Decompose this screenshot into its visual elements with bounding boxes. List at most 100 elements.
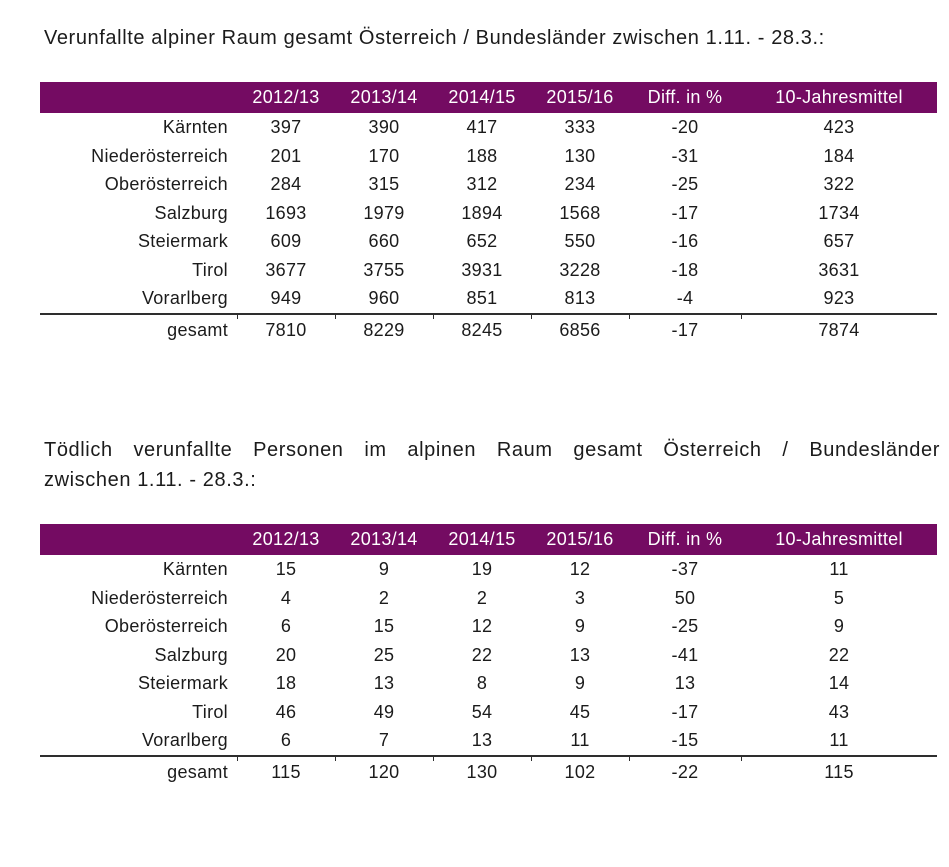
cell-value: 397 (270, 117, 302, 137)
cell-value: -4 (676, 288, 694, 308)
row-label: Oberösterreich (104, 174, 228, 194)
section2-title-line1: Tödlich verunfallte Personen im alpinen … (44, 439, 940, 461)
cell-value: 49 (373, 701, 395, 722)
cell-value: 5 (833, 587, 845, 608)
cell-value: 9 (378, 559, 390, 579)
cell-value: 20 (275, 644, 297, 665)
cell-value: 13 (674, 673, 696, 693)
cell-value: 813 (564, 288, 596, 308)
column-header: Diff. in % (647, 529, 723, 549)
cell-value: 6 (280, 616, 292, 636)
cell-value: 949 (270, 288, 302, 308)
cell-value: 115 (741, 756, 937, 788)
row-label: Salzburg (154, 644, 228, 665)
cell-value: 11 (570, 730, 590, 750)
row-label: gesamt (167, 761, 228, 782)
cell-value: 184 (823, 145, 855, 166)
cell-value: 390 (368, 117, 400, 137)
cell-value: 1693 (265, 202, 307, 223)
cell-value: 1734 (818, 202, 860, 223)
table-row: Kärnten 15 9 19 12 -37 11 (40, 555, 937, 584)
fatalities-table: 2012/13 2013/14 2014/15 2015/16 Diff. in… (40, 524, 937, 788)
cell-value: 609 (270, 231, 302, 251)
cell-value: -25 (671, 174, 699, 194)
column-header: 2014/15 (448, 529, 516, 549)
cell-value: 2 (476, 587, 488, 608)
cell-value: 312 (466, 174, 498, 194)
cell-value: 11 (829, 559, 849, 579)
row-label: Tirol (192, 701, 228, 722)
section2-title: Tödlich verunfallte Personen im alpinen … (44, 435, 940, 495)
cell-value: -22 (629, 756, 741, 788)
table-row: Salzburg 1693 1979 1894 1568 -17 1734 (40, 199, 937, 228)
cell-value: 54 (471, 701, 493, 722)
cell-value: 960 (368, 288, 400, 308)
cell-value: -41 (671, 644, 699, 665)
table-row: Vorarlberg 949 960 851 813 -4 923 (40, 284, 937, 313)
column-header: 2013/14 (350, 529, 418, 549)
table-header-row: 2012/13 2013/14 2014/15 2015/16 Diff. in… (40, 524, 937, 555)
cell-value: -20 (671, 117, 699, 137)
cell-value: 9 (574, 673, 586, 693)
cell-value: 322 (823, 174, 855, 194)
cell-value: 3755 (363, 259, 405, 280)
table-row: Niederösterreich 201 170 188 130 -31 184 (40, 142, 937, 171)
column-header-empty (40, 524, 237, 555)
cell-value: -37 (671, 559, 699, 579)
total-row: gesamt 7810 8229 8245 6856 -17 7874 (40, 312, 937, 346)
accidents-total-table: 2012/13 2013/14 2014/15 2015/16 Diff. in… (40, 82, 937, 346)
table-header-row: 2012/13 2013/14 2014/15 2015/16 Diff. in… (40, 82, 937, 113)
cell-value: 130 (433, 756, 531, 788)
total-row: gesamt 115 120 130 102 -22 115 (40, 754, 937, 788)
cell-value: -16 (671, 231, 699, 251)
table-row: Oberösterreich 284 315 312 234 -25 322 (40, 170, 937, 199)
column-header-empty (40, 82, 237, 113)
cell-value: 3931 (461, 259, 503, 280)
cell-value: 130 (564, 145, 596, 166)
column-header: 10-Jahresmittel (775, 529, 903, 549)
cell-value: 15 (373, 616, 395, 636)
cell-value: 6 (280, 730, 292, 750)
cell-value: 1568 (559, 202, 601, 223)
cell-value: 120 (335, 756, 433, 788)
cell-value: 15 (275, 559, 297, 579)
table-row: Salzburg 20 25 22 13 -41 22 (40, 641, 937, 670)
cell-value: 8229 (335, 314, 433, 346)
cell-value: -17 (671, 202, 699, 223)
cell-value: 12 (569, 559, 591, 579)
column-header: 2015/16 (546, 529, 614, 549)
cell-value: 19 (471, 559, 493, 579)
cell-value: 13 (373, 673, 395, 693)
row-label: Kärnten (162, 559, 228, 579)
cell-value: 1979 (363, 202, 405, 223)
table-row: Vorarlberg 6 7 13 11 -15 11 (40, 726, 937, 755)
cell-value: 7874 (741, 314, 937, 346)
column-header: 2012/13 (252, 529, 320, 549)
cell-value: 923 (823, 288, 855, 308)
column-header: Diff. in % (647, 87, 723, 107)
row-label: Tirol (192, 259, 228, 280)
cell-value: 4 (280, 587, 292, 608)
row-label: Oberösterreich (104, 616, 228, 636)
cell-value: 22 (828, 644, 850, 665)
cell-value: 13 (471, 730, 493, 750)
table-row: Tirol 3677 3755 3931 3228 -18 3631 (40, 256, 937, 285)
cell-value: 550 (564, 231, 596, 251)
row-label: Kärnten (162, 117, 228, 137)
cell-value: 18 (275, 673, 297, 693)
cell-value: 3228 (559, 259, 601, 280)
table-row: Oberösterreich 6 15 12 9 -25 9 (40, 612, 937, 641)
row-label: gesamt (167, 319, 228, 340)
table-row: Niederösterreich 4 2 2 3 50 5 (40, 584, 937, 613)
cell-value: 11 (829, 730, 849, 750)
row-label: Steiermark (137, 673, 228, 693)
cell-value: 201 (270, 145, 302, 166)
cell-value: 8245 (433, 314, 531, 346)
cell-value: 9 (574, 616, 586, 636)
column-header: 2014/15 (448, 87, 516, 107)
cell-value: 14 (828, 673, 850, 693)
cell-value: 234 (564, 174, 596, 194)
column-header: 2013/14 (350, 87, 418, 107)
column-header: 2012/13 (252, 87, 320, 107)
row-label: Niederösterreich (91, 587, 228, 608)
